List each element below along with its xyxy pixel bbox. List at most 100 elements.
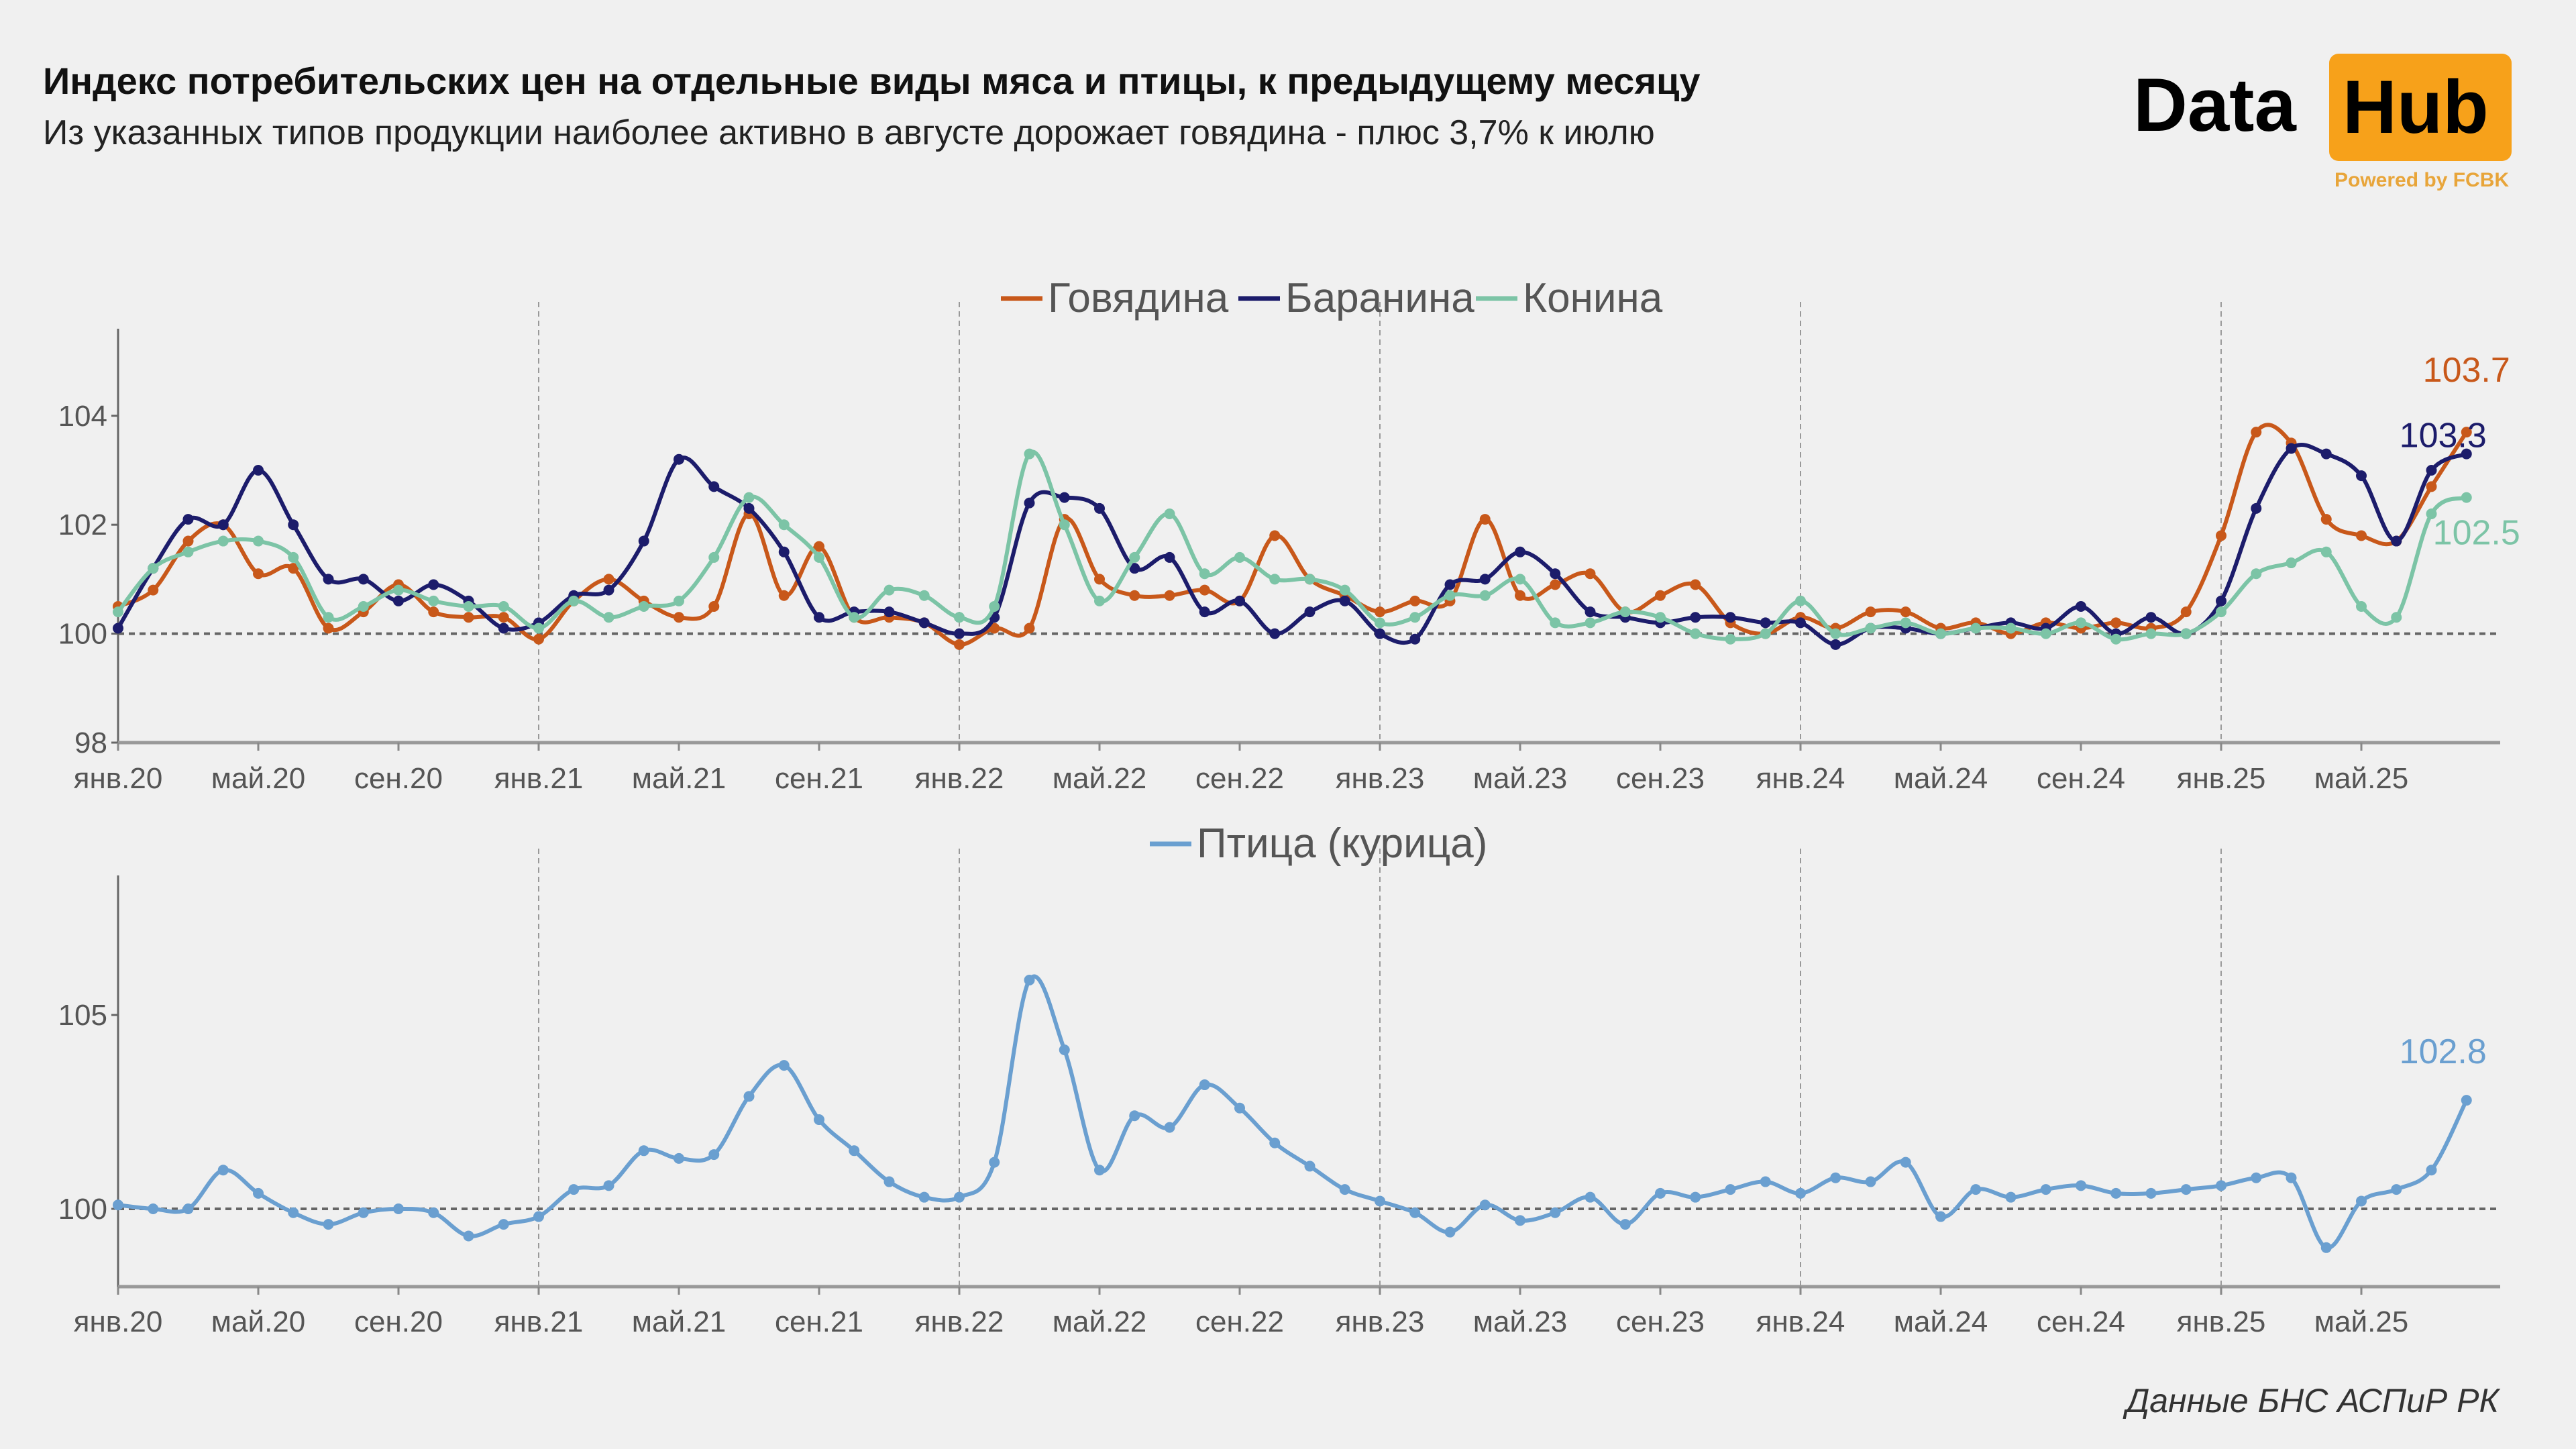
data-point [883,606,895,618]
meat-cpi-chart: 98 100 102 104 янв.20 май.20 сен.20 янв.21 май.2… [58,275,2520,795]
data-point [428,579,439,590]
data-point [989,623,1000,634]
x-tick-label: сен.23 [1616,762,1705,795]
x-tick-label: май.21 [632,762,726,795]
data-point [603,1180,614,1191]
data-point [253,1187,264,1199]
data-point [2145,1187,2157,1199]
data-point [393,584,404,596]
data-point [638,535,649,547]
data-point [1409,595,1421,606]
x-tick-label: янв.21 [494,1305,584,1338]
data-point [1304,1161,1316,1172]
data-point [1900,606,1911,618]
data-point [1024,974,1035,985]
data-point [498,1219,509,1230]
data-point [778,546,790,557]
data-point [1725,633,1736,645]
data-point [1830,639,1841,650]
data-point [849,1145,860,1157]
data-point [954,1191,965,1203]
data-point [1199,568,1210,580]
logo-text-hub: Hub [2343,65,2489,149]
x-tick-label: май.24 [1894,762,1988,795]
data-point [1479,514,1491,525]
data-point [1795,595,1806,606]
data-point [954,628,965,639]
data-point [2251,1172,2262,1183]
data-point [2216,530,2226,541]
data-point [148,584,159,596]
data-point [814,551,824,563]
data-point [288,551,299,563]
data-point [1585,568,1596,580]
data-point [2040,1184,2051,1195]
data-point [1970,1184,1982,1195]
data-point [1199,584,1210,596]
x-tick-label: май.25 [2314,762,2408,795]
data-point [568,595,580,606]
data-point [603,574,614,585]
x-tick-label: янв.22 [915,1305,1004,1338]
data-point [1129,563,1140,574]
data-point [1550,1207,1561,1218]
data-point [1479,1199,1491,1211]
data-point [533,623,544,634]
data-point [2426,465,2437,476]
data-point [2110,1187,2122,1199]
data-point [1900,617,1911,629]
data-point [1760,628,1771,639]
data-point [1269,574,1281,585]
data-point [148,563,159,574]
data-point [918,590,930,601]
data-point [778,590,790,601]
data-point [2005,623,2017,634]
data-point [1094,502,1105,514]
data-point [1585,606,1596,618]
data-point [2320,448,2332,460]
data-point [428,595,439,606]
data-point [217,1165,229,1176]
data-point [2216,1180,2226,1191]
data-point [1935,628,1946,639]
data-point [778,519,790,531]
data-point [1725,1184,1736,1195]
data-point [1059,519,1070,531]
data-point [1444,1226,1456,1238]
data-point [1199,1079,1210,1091]
data-point [1760,1176,1771,1187]
legend-label: Баранина [1285,275,1474,321]
data-point [1830,1172,1841,1183]
x-tick-label: май.21 [632,1305,726,1338]
data-point [1585,617,1596,629]
x-tick-label: май.22 [1053,1305,1146,1338]
data-point [2040,628,2051,639]
data-point [1234,551,1245,563]
end-value-label: 102.8 [2400,1032,2487,1071]
data-point [2356,601,2367,612]
data-point [393,1203,404,1214]
data-point [2320,1242,2332,1253]
data-point [1375,628,1385,639]
data-point [323,574,334,585]
y-tick-label: 105 [58,999,107,1032]
data-point [2286,443,2297,454]
legend-label: Птица (курица) [1197,820,1487,867]
x-tick-label: янв.23 [1336,1305,1425,1338]
data-point [638,601,649,612]
data-point [2076,1180,2086,1191]
data-point [217,519,229,531]
series-1: 102.8 [113,974,2487,1253]
data-point [533,633,544,645]
end-value-label: 103.3 [2400,417,2487,455]
x-tick-label: сен.24 [2037,762,2125,795]
x-tick-label: янв.20 [74,762,163,795]
y-tick-label: 100 [58,1193,107,1226]
data-point [1550,617,1561,629]
data-point [113,1199,123,1211]
data-point [1094,595,1105,606]
data-point [182,535,194,547]
data-point [743,502,755,514]
data-point [708,481,720,492]
data-point [288,1207,299,1218]
